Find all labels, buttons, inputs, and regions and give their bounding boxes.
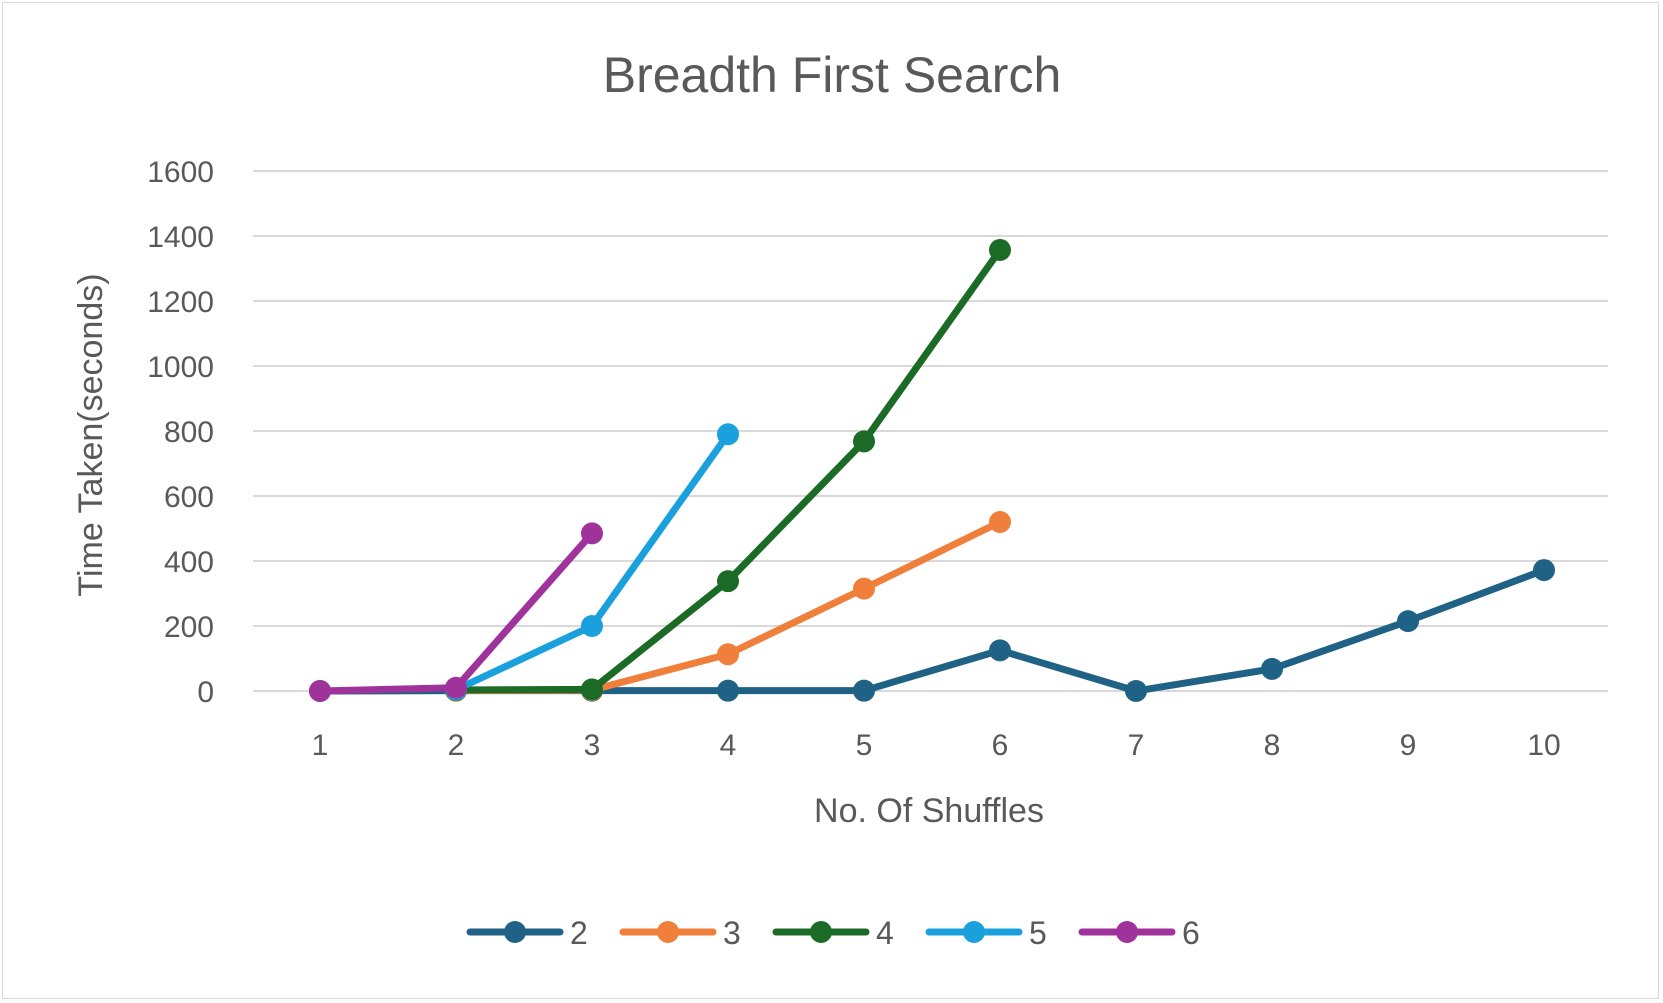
series-lines [309,238,1555,702]
x-axis-title: No. Of Shuffles [814,792,1044,830]
data-point [989,238,1011,261]
series-line [452,246,1004,694]
legend-swatch-marker [1116,921,1138,943]
data-point [581,678,603,701]
data-point [309,680,331,702]
series-4 [445,238,1011,702]
data-point [1125,680,1147,702]
y-tick-label: 1600 [147,156,214,189]
data-point [717,570,739,593]
legend-item: 3 [619,915,741,951]
legend-item: 5 [925,915,1047,951]
x-tick-label: 7 [1128,729,1145,762]
y-axis-title: Time Taken(seconds) [72,273,110,596]
series-line [316,529,596,695]
y-tick-label: 0 [197,676,214,709]
data-point [853,430,875,453]
y-tick-label: 1400 [147,221,214,254]
legend: 2 3 4 5 6 [466,915,1200,951]
data-point [853,577,875,600]
y-tick-label: 1200 [147,286,214,319]
data-point [1533,559,1555,582]
data-point [1261,657,1283,680]
x-axis-ticks: 1 2 3 4 5 6 7 8 9 10 [312,729,1561,762]
series-6 [309,522,603,702]
legend-item: 4 [772,915,894,951]
y-tick-label: 400 [164,546,214,579]
legend-label: 5 [1029,915,1047,951]
legend-item: 6 [1078,915,1200,951]
data-point [717,423,739,446]
y-tick-label: 200 [164,611,214,644]
data-point [717,679,739,702]
data-point [989,639,1011,662]
legend-swatch-marker [810,921,832,943]
data-point [1397,610,1419,633]
x-tick-label: 6 [992,729,1009,762]
legend-label: 6 [1182,915,1200,951]
y-tick-label: 800 [164,416,214,449]
x-tick-label: 4 [720,729,737,762]
x-tick-label: 3 [584,729,601,762]
legend-swatch-marker [504,921,526,943]
data-point [989,511,1011,533]
legend-item: 2 [466,915,588,951]
y-tick-label: 600 [164,481,214,514]
legend-swatch-marker [657,921,679,943]
y-tick-label: 1000 [147,351,214,384]
data-point [581,522,603,545]
x-tick-label: 8 [1264,729,1281,762]
x-tick-label: 2 [448,729,465,762]
data-point [445,676,467,699]
series-2 [309,559,1555,702]
data-point [717,643,739,666]
data-point [581,615,603,637]
y-axis-ticks: 0 200 400 600 800 1000 1200 1400 1600 [147,156,214,709]
chart-title: Breadth First Search [603,47,1062,103]
legend-swatch-marker [963,921,985,943]
legend-label: 3 [723,915,741,951]
legend-label: 4 [876,915,894,951]
x-tick-label: 10 [1527,729,1560,762]
x-tick-label: 1 [312,729,329,762]
x-tick-label: 9 [1400,729,1417,762]
legend-label: 2 [570,915,588,951]
data-point [853,679,875,702]
series-line [452,518,1004,695]
x-tick-label: 5 [856,729,873,762]
